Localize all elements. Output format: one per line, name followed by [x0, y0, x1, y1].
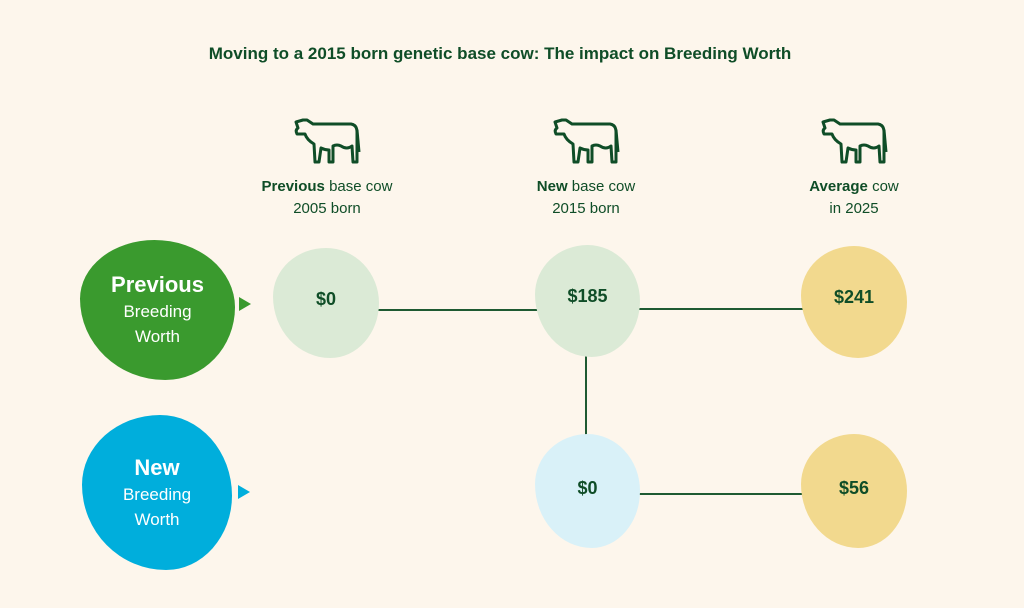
- arrow-right-icon: [239, 297, 251, 311]
- value-text: $0: [577, 477, 598, 498]
- column-label-line2: 2005 born: [293, 200, 361, 217]
- column-label-line2: 2015 born: [552, 200, 620, 217]
- column-average-cow: Average cow in 2025: [754, 116, 954, 220]
- row-label-title: New: [134, 454, 180, 480]
- row-label-new-breeding-worth: New Breeding Worth: [82, 415, 232, 570]
- connector-line: [378, 309, 538, 311]
- row-label-title: Previous: [111, 272, 204, 297]
- column-label-line2: in 2025: [829, 200, 879, 217]
- diagram-title: Moving to a 2015 born genetic base cow: …: [208, 44, 792, 63]
- arrow-right-icon: [238, 485, 250, 499]
- connector-line: [638, 493, 803, 495]
- value-average-previous-bw: $241: [801, 246, 907, 358]
- row-label-previous-breeding-worth: Previous Breeding Worth: [80, 240, 235, 380]
- column-label-bold: New: [536, 178, 568, 195]
- cow-icon: [821, 118, 888, 164]
- column-label-bold: Previous: [261, 178, 325, 195]
- column-new-base-cow: New base cow 2015 born: [486, 116, 686, 220]
- value-previous-base-previous-bw: $0: [273, 248, 379, 358]
- row-label-line2: Worth: [134, 327, 181, 346]
- column-label-rest: cow: [867, 178, 899, 195]
- column-previous-base-cow: Previous base cow 2005 born: [227, 116, 427, 220]
- column-label-rest: base cow: [324, 178, 393, 195]
- row-label-line1: Breeding: [123, 302, 192, 321]
- value-text: $0: [315, 288, 337, 309]
- cow-icon: [553, 118, 620, 164]
- value-average-new-bw: $56: [801, 434, 907, 548]
- cow-icon: [294, 118, 361, 164]
- row-label-line2: Worth: [134, 509, 180, 529]
- column-label: Average cow in 2025: [754, 176, 954, 220]
- value-text: $185: [567, 285, 608, 306]
- column-label: New base cow 2015 born: [486, 176, 686, 220]
- row-label-line1: Breeding: [122, 484, 192, 504]
- connector-line: [638, 308, 803, 310]
- column-label: Previous base cow 2005 born: [227, 176, 427, 220]
- value-text: $56: [838, 477, 870, 498]
- column-label-bold: Average: [809, 178, 868, 195]
- value-text: $241: [833, 286, 875, 307]
- column-label-rest: base cow: [567, 178, 636, 195]
- value-new-base-previous-bw: $185: [535, 245, 640, 357]
- connector-line: [585, 356, 587, 436]
- value-new-base-new-bw: $0: [535, 434, 640, 548]
